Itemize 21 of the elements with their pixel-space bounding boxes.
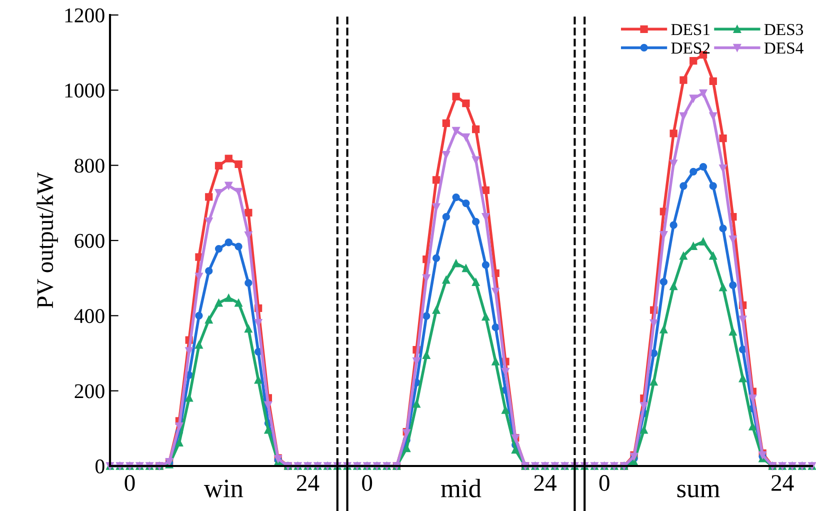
text: mid	[441, 478, 482, 498]
x-tick-label: 24	[296, 475, 320, 491]
y-tick-label: 800	[74, 158, 104, 173]
x-tick-label: 24	[534, 475, 556, 491]
y-tick-label: 200	[74, 384, 104, 398]
x-tick-label: 0	[362, 475, 372, 491]
y-tick-label: 600	[74, 234, 104, 248]
legend-label: DES3	[764, 24, 804, 36]
legend-label: DES4	[764, 42, 804, 54]
y-tick-label: 1000	[65, 84, 104, 98]
text: win	[204, 480, 244, 498]
y-tick-label: 400	[74, 309, 104, 324]
y-tick-label: 1200	[65, 8, 104, 22]
text: sum	[677, 484, 720, 498]
y-tick-label: 0	[96, 459, 104, 474]
x-tick-label: 24	[772, 475, 794, 491]
x-tick-label: 0	[599, 475, 610, 491]
legend-label: DES1	[671, 24, 710, 36]
legend-label: DES2	[671, 42, 710, 54]
y-axis-title: PV output/kW	[36, 172, 58, 308]
x-tick-label: 0	[124, 475, 135, 491]
